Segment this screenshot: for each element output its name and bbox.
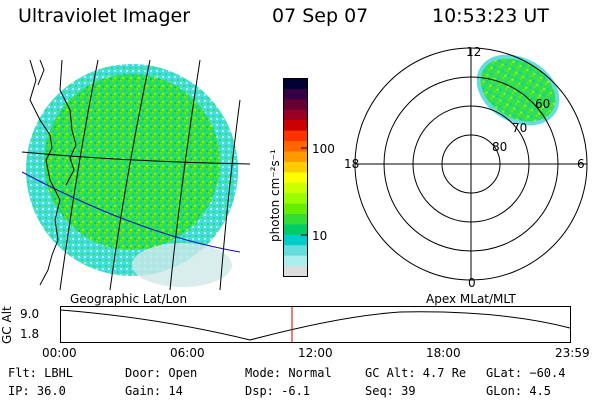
info-gc-alt: GC Alt: 4.7 Re — [365, 366, 467, 380]
uv-disk-core — [44, 74, 220, 250]
info-seq: Seq: 39 — [365, 384, 416, 398]
altitude-plot — [60, 306, 571, 343]
time-label: 10:53:23 UT — [432, 5, 549, 27]
colorbar-segment — [283, 203, 308, 215]
colorbar-segment — [283, 78, 308, 90]
altitude-xtick-2359: 23:59 — [555, 346, 590, 360]
colorbar-segment — [283, 88, 308, 100]
lat-lon-grid — [22, 60, 250, 290]
colorbar-segment — [283, 161, 308, 173]
colorbar-segment — [283, 234, 308, 246]
mlt-label-12: 12 — [466, 45, 482, 59]
altitude-ytick-9: 9.0 — [20, 307, 40, 321]
polar-plot — [354, 47, 588, 281]
mlt-label-6: 6 — [577, 157, 585, 171]
lat-label-70: 70 — [512, 121, 528, 135]
info-mode: Mode: Normal — [245, 366, 332, 380]
info-glon: GLon: 4.5 — [486, 384, 552, 398]
colorbar-tick-10: 10 — [312, 229, 328, 243]
altitude-xtick-1800: 18:00 — [426, 346, 461, 360]
geographic-map — [22, 60, 250, 290]
date-label: 07 Sep 07 — [272, 5, 369, 27]
colorbar-segment — [283, 193, 308, 205]
colorbar-segment — [283, 130, 308, 142]
altitude-curve — [60, 309, 571, 341]
mlt-label-0: 0 — [468, 276, 476, 290]
terminator-line — [22, 171, 241, 253]
info-glat: GLat: −60.4 — [486, 366, 566, 380]
colorbar-tick-100: 100 — [312, 142, 335, 156]
colorbar-segment — [283, 120, 308, 132]
apex-caption: Apex MLat/MLT — [426, 292, 516, 306]
info-door: Door: Open — [125, 366, 198, 380]
colorbar-segment — [283, 151, 308, 163]
colorbar-segment — [283, 224, 308, 236]
lat-label-60: 60 — [535, 97, 551, 111]
colorbar-segment — [283, 182, 308, 194]
geographic-caption: Geographic Lat/Lon — [70, 292, 188, 306]
lat-label-80: 80 — [492, 140, 508, 154]
altitude-xtick-1200: 12:00 — [298, 346, 333, 360]
colorbar-segment — [283, 172, 308, 184]
colorbar-segment — [283, 255, 308, 267]
colorbar-segment — [283, 109, 308, 121]
info-ip: IP: 36.0 — [8, 384, 66, 398]
colorbar-segment — [283, 141, 308, 152]
colorbar-segment — [283, 213, 308, 225]
colorbar-segment — [283, 266, 308, 277]
colorbar-segment — [283, 99, 308, 111]
colorbar — [283, 78, 308, 277]
altitude-ytick-1: 1.8 — [20, 327, 40, 341]
info-gain: Gain: 14 — [125, 384, 183, 398]
altitude-ylabel: GC Alt — [0, 306, 14, 344]
altitude-xtick-0000: 00:00 — [42, 346, 77, 360]
coastline — [29, 60, 61, 286]
mlt-label-18: 18 — [344, 157, 360, 171]
instrument-title: Ultraviolet Imager — [18, 5, 191, 27]
info-dsp: Dsp: -6.1 — [245, 384, 311, 398]
info-filter: Flt: LBHL — [8, 366, 74, 380]
colorbar-unit-label: photon cm⁻²s⁻¹ — [268, 149, 282, 242]
colorbar-segment — [283, 245, 308, 257]
altitude-xtick-0600: 06:00 — [170, 346, 205, 360]
